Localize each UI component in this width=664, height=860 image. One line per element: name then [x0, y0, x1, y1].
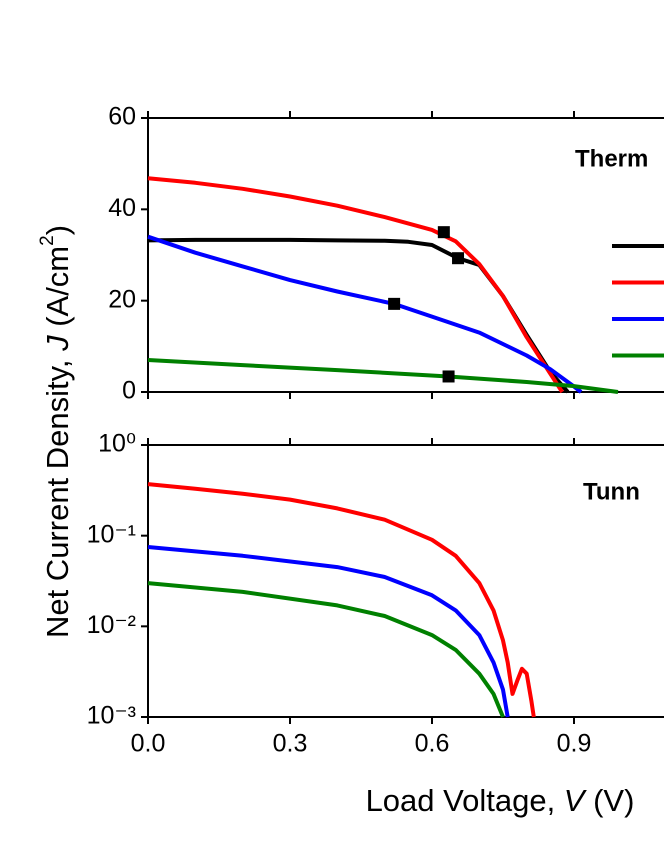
y-tick-label: 0: [122, 377, 136, 405]
x-axis-label: Load Voltage, V (V): [366, 783, 635, 818]
data-line: [147, 234, 583, 394]
data-line: [147, 581, 505, 718]
y-axis-label-part: (A/cm: [40, 246, 75, 336]
x-tick-label: 0.6: [415, 730, 450, 758]
annotation: Therm: [575, 145, 648, 172]
marker: [442, 370, 455, 383]
marker: [452, 252, 465, 265]
y-tick-label: 10⁻³: [87, 702, 136, 730]
x-axis-label-part: Load Voltage,: [366, 783, 564, 818]
y-axis-label-part: Net Current Density,: [40, 351, 75, 638]
y-tick-label: 10⁻²: [87, 611, 136, 639]
y-tick-label: 20: [108, 285, 136, 313]
data-line: [147, 545, 510, 718]
y-axis-label-part: ): [40, 225, 75, 235]
x-tick-label: 0.9: [557, 730, 592, 758]
x-tick-label: 0.3: [273, 730, 308, 758]
x-tick-label: 0.0: [131, 730, 166, 758]
x-axis-label-part: V: [564, 783, 588, 818]
marker: [437, 226, 450, 239]
y-tick-label: 60: [108, 103, 136, 131]
data-line: [147, 482, 536, 718]
y-axis-label-part: 2: [37, 235, 58, 246]
y-axis-label-part: J: [40, 335, 75, 352]
x-axis-label-part: (V): [584, 783, 634, 818]
y-tick-label: 10⁰: [98, 430, 136, 458]
annotation: Tunn: [583, 478, 640, 505]
y-tick-label: 10⁻¹: [87, 520, 136, 548]
y-tick-label: 40: [108, 194, 136, 222]
data-line: [147, 176, 564, 394]
y-axis-label: Net Current Density, J (A/cm2): [37, 225, 75, 638]
marker: [388, 297, 401, 310]
data-line: [147, 237, 570, 394]
